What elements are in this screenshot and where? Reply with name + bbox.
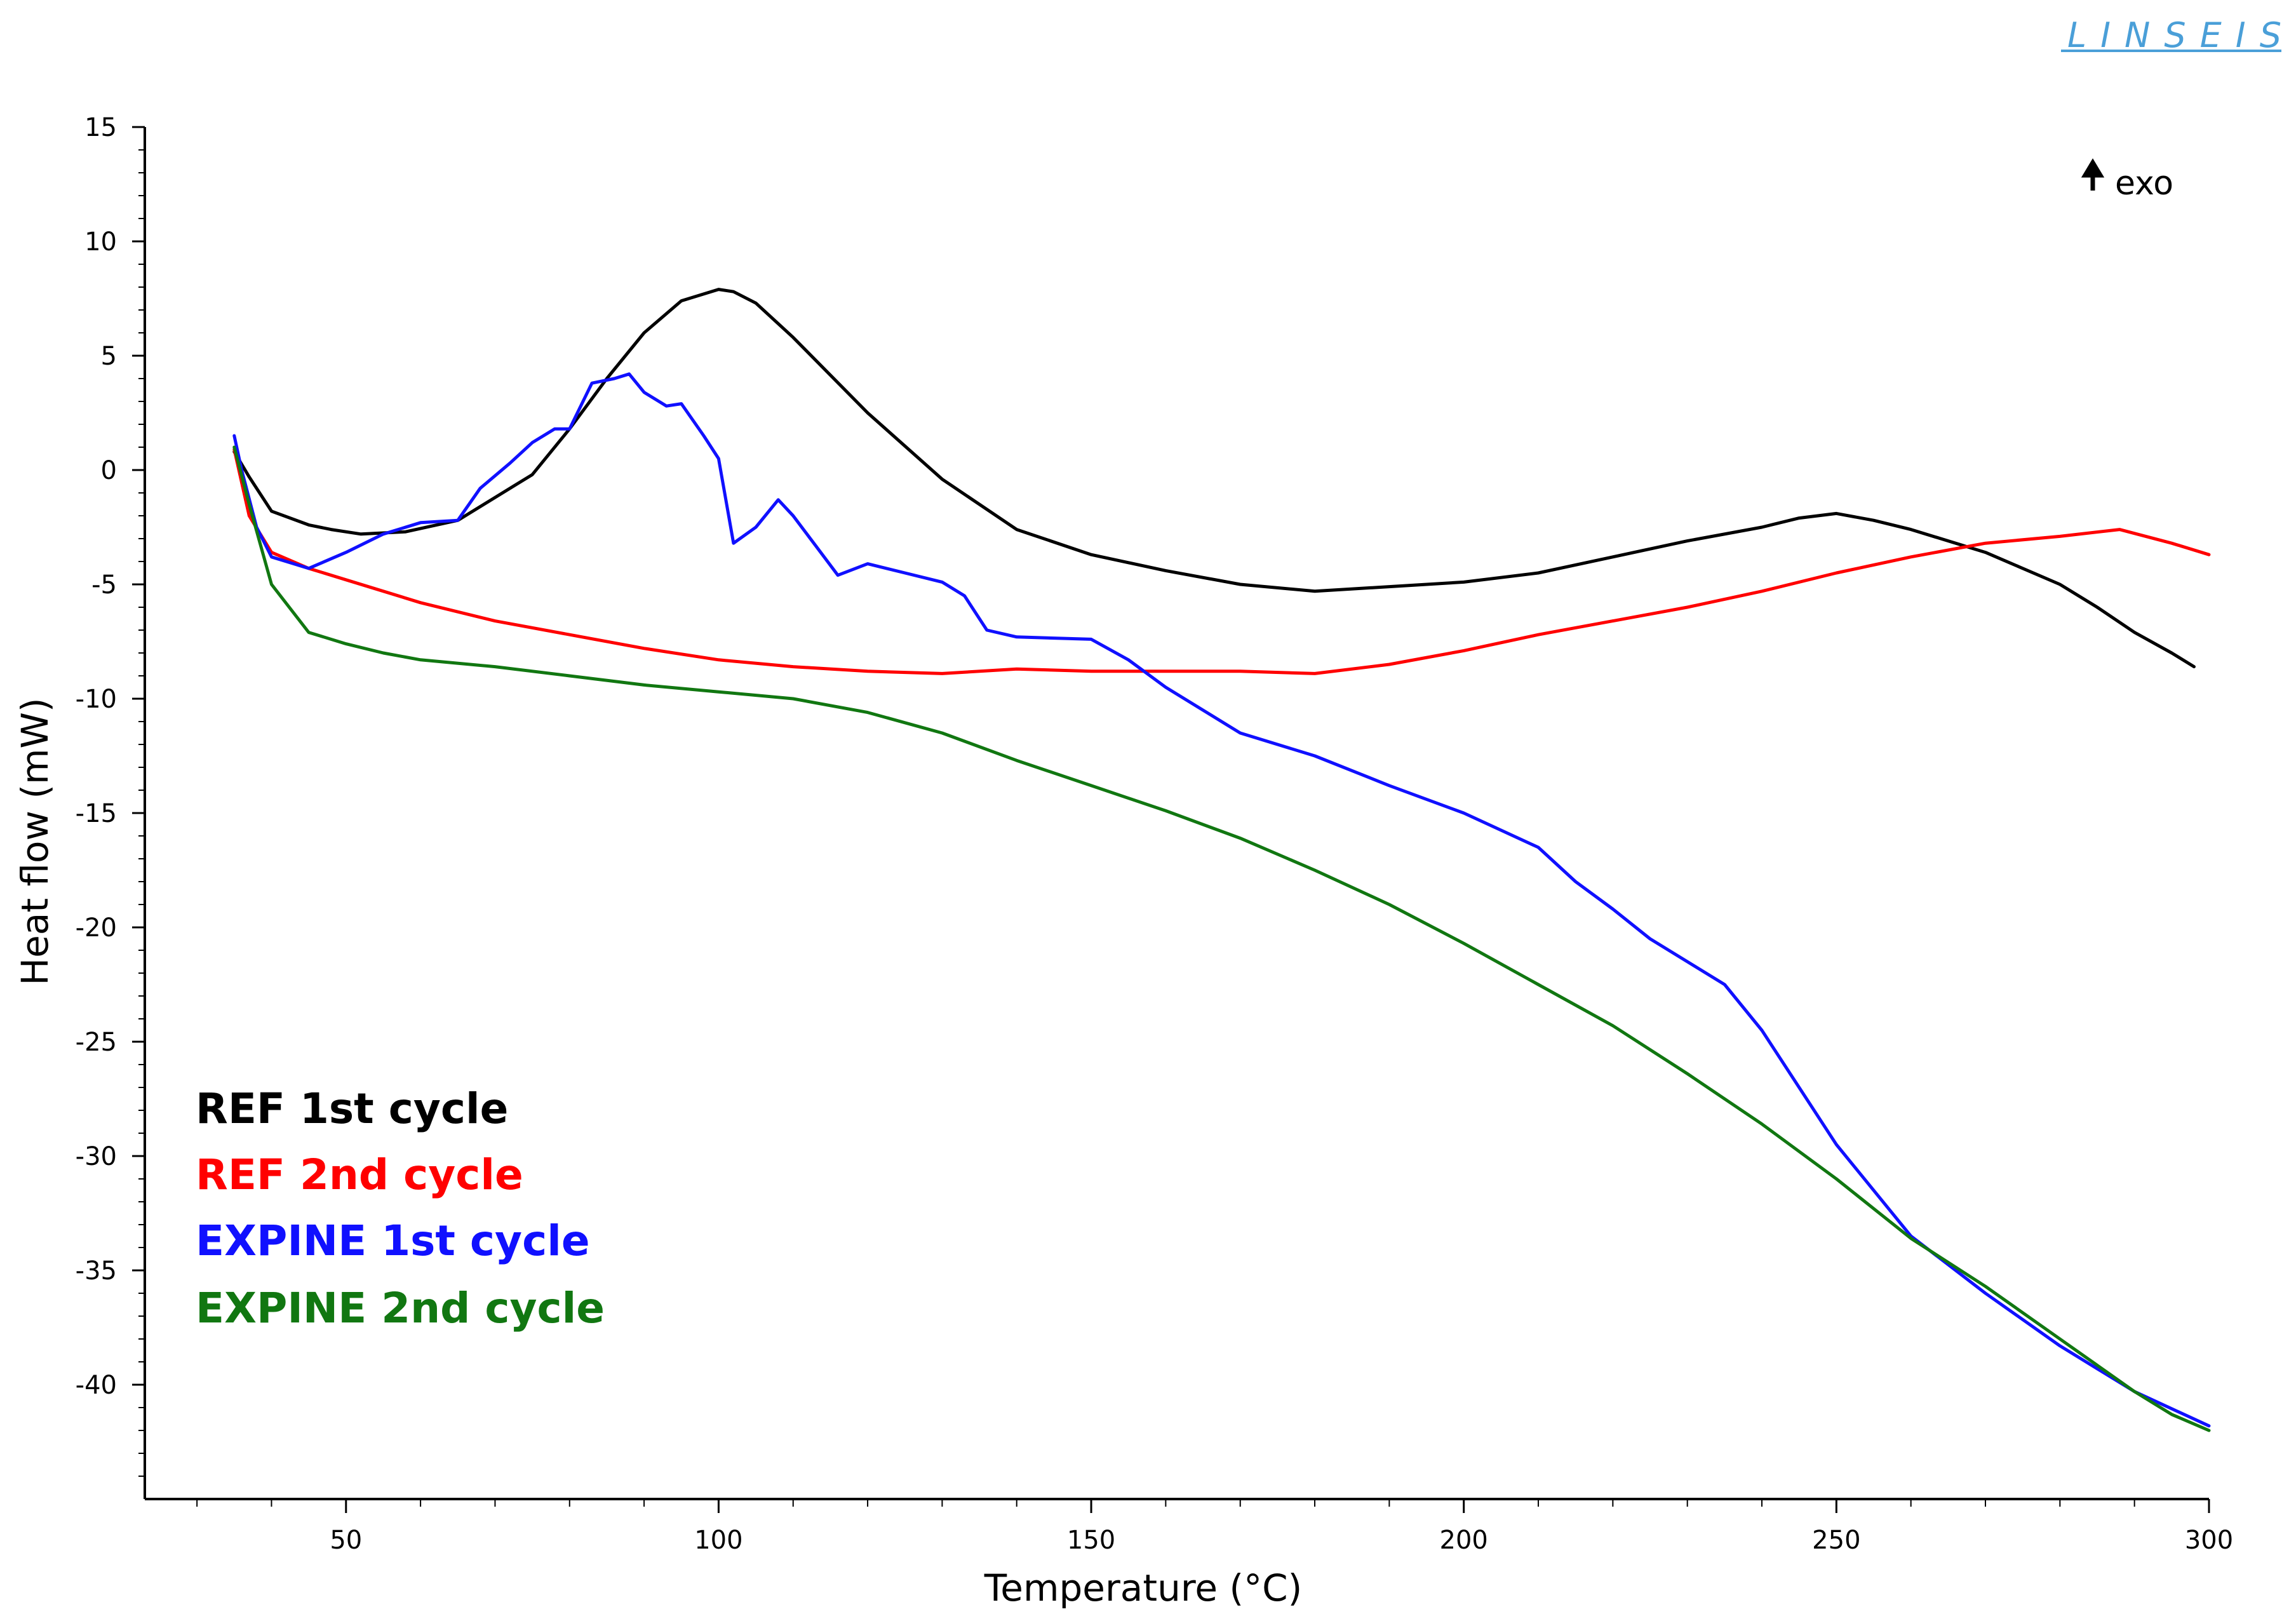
- y-tick-label: -5: [91, 570, 117, 600]
- exo-label: exo: [2115, 165, 2173, 203]
- brand-logo: LINSEIS: [2067, 15, 2295, 55]
- legend-ref-1st: REF 1st cycle: [196, 1084, 508, 1133]
- x-tick-label: 200: [1440, 1526, 1488, 1555]
- legend-expine-2nd: EXPINE 2nd cycle: [196, 1284, 605, 1333]
- y-tick-label: 5: [101, 342, 117, 371]
- y-tick-label: -20: [76, 913, 117, 943]
- y-tick-label: -40: [76, 1371, 117, 1400]
- y-tick-label: -30: [76, 1142, 117, 1171]
- x-axis-title: Temperature (°C): [984, 1566, 1303, 1610]
- legend-ref-2nd: REF 2nd cycle: [196, 1150, 523, 1199]
- x-tick-label: 150: [1067, 1526, 1115, 1555]
- series-expine-2nd-cycle: [232, 445, 2211, 1432]
- y-tick-label: -35: [76, 1256, 117, 1286]
- series-ref-2nd-cycle: [232, 448, 2211, 675]
- y-tick-label: 15: [84, 113, 117, 142]
- y-tick-label: -25: [76, 1028, 117, 1057]
- x-tick-label: 100: [694, 1526, 742, 1555]
- x-tick-label: 50: [330, 1526, 362, 1555]
- legend: REF 1st cycle REF 2nd cycle EXPINE 1st c…: [196, 1084, 605, 1333]
- legend-expine-1st: EXPINE 1st cycle: [196, 1216, 590, 1265]
- x-tick-label: 300: [2185, 1526, 2233, 1555]
- y-tick-label: 0: [101, 456, 117, 485]
- series-lines: [232, 288, 2211, 1432]
- exo-indicator: exo: [2081, 158, 2173, 203]
- ticks: 50 100 150 200 250 300151050-5-10-15-20-25-30…: [76, 113, 2234, 1555]
- series-expine-1st-cycle: [232, 372, 2211, 1428]
- x-tick-label: 250: [1812, 1526, 1860, 1555]
- up-arrow-icon: [2081, 158, 2105, 191]
- y-axis-title: Heat flow (mW): [13, 697, 57, 985]
- y-tick-label: -10: [76, 685, 117, 714]
- series-ref-1st-cycle: [232, 288, 2196, 669]
- y-tick-label: 10: [84, 227, 117, 257]
- y-tick-label: -15: [76, 799, 117, 828]
